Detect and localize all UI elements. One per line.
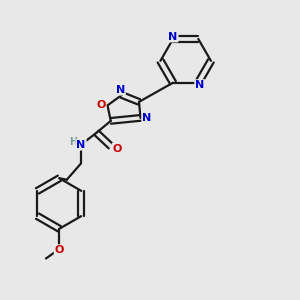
Text: O: O <box>55 245 64 255</box>
Text: O: O <box>96 100 106 110</box>
Text: N: N <box>76 140 86 150</box>
Text: N: N <box>142 113 152 123</box>
Text: N: N <box>195 80 204 90</box>
Text: O: O <box>112 143 122 154</box>
Text: N: N <box>116 85 125 95</box>
Text: H: H <box>69 137 77 147</box>
Text: N: N <box>168 32 178 42</box>
